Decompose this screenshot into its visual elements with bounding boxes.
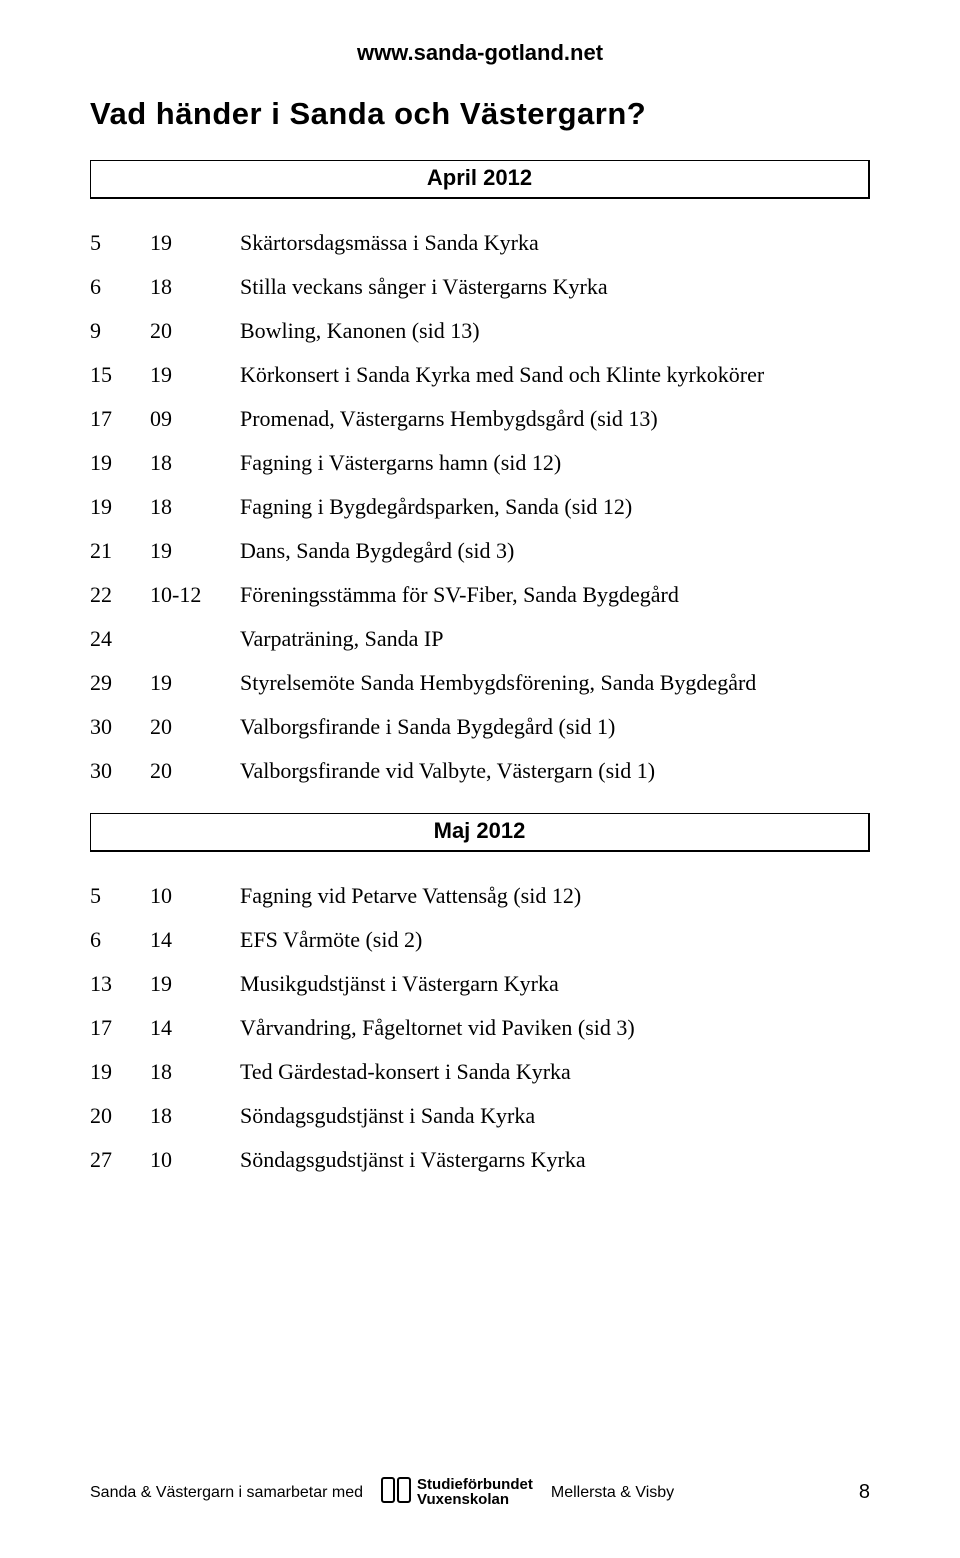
- event-row: 24 Varpaträning, Sanda IP: [90, 617, 870, 661]
- event-description: Varpaträning, Sanda IP: [240, 617, 870, 661]
- events-table-maj: 510Fagning vid Petarve Vattensåg (sid 12…: [90, 874, 870, 1182]
- event-description: Fagning vid Petarve Vattensåg (sid 12): [240, 874, 870, 918]
- event-description: Föreningsstämma för SV-Fiber, Sanda Bygd…: [240, 573, 870, 617]
- event-row: 510Fagning vid Petarve Vattensåg (sid 12…: [90, 874, 870, 918]
- event-time: 14: [150, 918, 240, 962]
- event-description: Valborgsfirande vid Valbyte, Västergarn …: [240, 749, 870, 793]
- event-row: 614EFS Vårmöte (sid 2): [90, 918, 870, 962]
- event-time: 10-12: [150, 573, 240, 617]
- event-time: 18: [150, 441, 240, 485]
- event-row: 3020Valborgsfirande i Sanda Bygdegård (s…: [90, 705, 870, 749]
- event-day: 19: [90, 1050, 150, 1094]
- event-day: 5: [90, 874, 150, 918]
- event-day: 30: [90, 705, 150, 749]
- event-row: 1709Promenad, Västergarns Hembygdsgård (…: [90, 397, 870, 441]
- event-day: 29: [90, 661, 150, 705]
- footer-right-text: Mellersta & Visby: [551, 1484, 674, 1502]
- footer-logo-bottom: Vuxenskolan: [417, 1493, 533, 1507]
- event-day: 19: [90, 485, 150, 529]
- event-time: 19: [150, 353, 240, 397]
- event-description: Vårvandring, Fågeltornet vid Paviken (si…: [240, 1006, 870, 1050]
- event-description: Valborgsfirande i Sanda Bygdegård (sid 1…: [240, 705, 870, 749]
- event-description: Styrelsemöte Sanda Hembygdsförening, San…: [240, 661, 870, 705]
- event-row: 1918Fagning i Västergarns hamn (sid 12): [90, 441, 870, 485]
- event-day: 21: [90, 529, 150, 573]
- event-description: Promenad, Västergarns Hembygdsgård (sid …: [240, 397, 870, 441]
- event-description: Bowling, Kanonen (sid 13): [240, 309, 870, 353]
- footer: Sanda & Västergarn i samarbetar med Stud…: [90, 1477, 870, 1508]
- event-description: Fagning i Västergarns hamn (sid 12): [240, 441, 870, 485]
- event-day: 24: [90, 617, 150, 661]
- book-icon: [381, 1477, 411, 1508]
- event-day: 6: [90, 265, 150, 309]
- event-time: 19: [150, 661, 240, 705]
- event-day: 6: [90, 918, 150, 962]
- event-time: 20: [150, 705, 240, 749]
- event-day: 20: [90, 1094, 150, 1138]
- month-header-april: April 2012: [90, 160, 870, 199]
- event-day: 27: [90, 1138, 150, 1182]
- footer-left-text: Sanda & Västergarn i samarbetar med: [90, 1484, 363, 1502]
- event-day: 17: [90, 1006, 150, 1050]
- event-row: 1519Körkonsert i Sanda Kyrka med Sand oc…: [90, 353, 870, 397]
- event-description: Söndagsgudstjänst i Västergarns Kyrka: [240, 1138, 870, 1182]
- footer-left: Sanda & Västergarn i samarbetar med Stud…: [90, 1477, 674, 1508]
- event-time: 18: [150, 265, 240, 309]
- page-number: 8: [859, 1481, 870, 1504]
- event-day: 22: [90, 573, 150, 617]
- event-day: 13: [90, 962, 150, 1006]
- event-row: 618Stilla veckans sånger i Västergarns K…: [90, 265, 870, 309]
- page-title: Vad händer i Sanda och Västergarn?: [90, 96, 870, 132]
- event-description: Fagning i Bygdegårdsparken, Sanda (sid 1…: [240, 485, 870, 529]
- footer-logo: Studieförbundet Vuxenskolan: [381, 1477, 533, 1508]
- event-description: Dans, Sanda Bygdegård (sid 3): [240, 529, 870, 573]
- event-description: Söndagsgudstjänst i Sanda Kyrka: [240, 1094, 870, 1138]
- event-day: 17: [90, 397, 150, 441]
- event-time: 10: [150, 874, 240, 918]
- event-time: 19: [150, 221, 240, 265]
- event-time: 20: [150, 749, 240, 793]
- event-time: 18: [150, 1050, 240, 1094]
- month-header-maj: Maj 2012: [90, 813, 870, 852]
- event-time: 10: [150, 1138, 240, 1182]
- event-day: 5: [90, 221, 150, 265]
- event-row: 2210-12Föreningsstämma för SV-Fiber, San…: [90, 573, 870, 617]
- event-description: EFS Vårmöte (sid 2): [240, 918, 870, 962]
- event-row: 2119Dans, Sanda Bygdegård (sid 3): [90, 529, 870, 573]
- event-row: 1714Vårvandring, Fågeltornet vid Paviken…: [90, 1006, 870, 1050]
- event-time: 19: [150, 529, 240, 573]
- event-time: 20: [150, 309, 240, 353]
- event-row: 1918Ted Gärdestad-konsert i Sanda Kyrka: [90, 1050, 870, 1094]
- event-description: Stilla veckans sånger i Västergarns Kyrk…: [240, 265, 870, 309]
- event-time: 09: [150, 397, 240, 441]
- footer-logo-text: Studieförbundet Vuxenskolan: [417, 1478, 533, 1507]
- event-time: 18: [150, 1094, 240, 1138]
- event-description: Körkonsert i Sanda Kyrka med Sand och Kl…: [240, 353, 870, 397]
- event-row: 2018Söndagsgudstjänst i Sanda Kyrka: [90, 1094, 870, 1138]
- event-description: Musikgudstjänst i Västergarn Kyrka: [240, 962, 870, 1006]
- site-url: www.sanda-gotland.net: [90, 40, 870, 66]
- event-time: 14: [150, 1006, 240, 1050]
- event-description: Ted Gärdestad-konsert i Sanda Kyrka: [240, 1050, 870, 1094]
- event-time: 19: [150, 962, 240, 1006]
- event-day: 19: [90, 441, 150, 485]
- event-row: 920Bowling, Kanonen (sid 13): [90, 309, 870, 353]
- event-row: 3020Valborgsfirande vid Valbyte, Västerg…: [90, 749, 870, 793]
- event-row: 519Skärtorsdagsmässa i Sanda Kyrka: [90, 221, 870, 265]
- events-table-april: 519Skärtorsdagsmässa i Sanda Kyrka618Sti…: [90, 221, 870, 793]
- event-row: 1319Musikgudstjänst i Västergarn Kyrka: [90, 962, 870, 1006]
- event-row: 2919Styrelsemöte Sanda Hembygdsförening,…: [90, 661, 870, 705]
- event-time: [150, 617, 240, 661]
- event-time: 18: [150, 485, 240, 529]
- event-day: 30: [90, 749, 150, 793]
- event-day: 9: [90, 309, 150, 353]
- event-row: 2710Söndagsgudstjänst i Västergarns Kyrk…: [90, 1138, 870, 1182]
- event-description: Skärtorsdagsmässa i Sanda Kyrka: [240, 221, 870, 265]
- event-row: 1918Fagning i Bygdegårdsparken, Sanda (s…: [90, 485, 870, 529]
- event-day: 15: [90, 353, 150, 397]
